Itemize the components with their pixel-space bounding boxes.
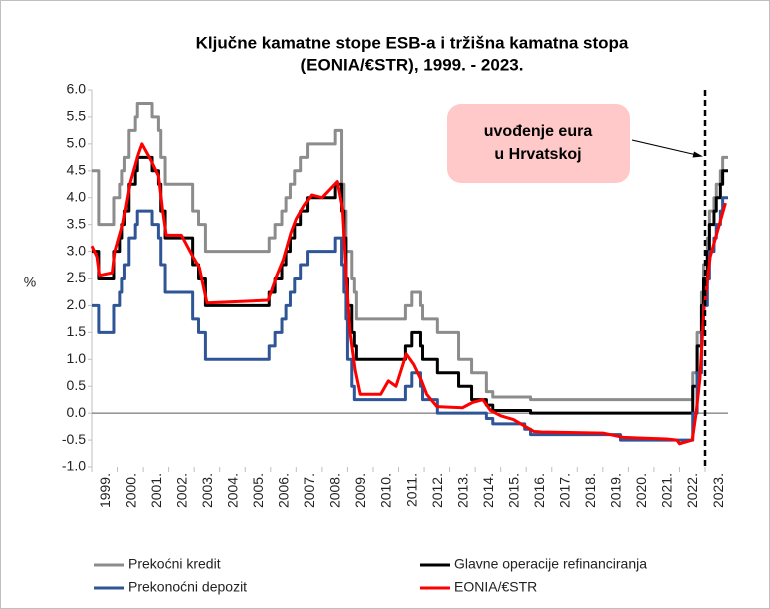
y-tick-label: 5.0 <box>67 135 87 151</box>
y-tick-label: 5.5 <box>67 108 87 124</box>
legend-label: Prekoćni kredit <box>128 556 221 572</box>
y-tick-label: 3.5 <box>67 215 87 231</box>
x-tick-label: 2016. <box>531 473 547 508</box>
x-tick-label: 2008. <box>327 473 343 508</box>
legend-label: EONIA/€STR <box>454 579 537 595</box>
x-tick-label: 2010. <box>378 473 394 508</box>
x-tick-label: 2019. <box>608 473 624 508</box>
x-tick-label: 2017. <box>557 473 573 508</box>
y-tick-label: 1.5 <box>67 323 87 339</box>
annotation-text: uvođenje eura <box>484 123 593 140</box>
annotation-box <box>447 104 630 183</box>
y-tick-label: 0.0 <box>67 404 87 420</box>
y-tick-label: -0.5 <box>62 431 86 447</box>
x-tick-label: 2011. <box>403 473 419 507</box>
y-tick-label: 3.0 <box>67 242 87 258</box>
y-tick-label: 4.0 <box>67 188 87 204</box>
x-tick-label: 2023. <box>710 473 726 508</box>
x-tick-label: 2009. <box>352 473 368 508</box>
legend-label: Glavne operacije refinanciranja <box>454 556 647 572</box>
x-tick-label: 2007. <box>301 473 317 508</box>
series-line <box>92 196 728 442</box>
chart-title: Ključne kamatne stope ESB-a i tržišna ka… <box>196 33 629 52</box>
x-tick-label: 2003. <box>199 473 215 508</box>
x-tick-label: 2018. <box>582 473 598 508</box>
y-tick-label: 4.5 <box>67 161 87 177</box>
x-tick-label: 2013. <box>454 473 470 508</box>
x-tick-label: 1999. <box>97 473 113 508</box>
x-tick-label: 2022. <box>684 473 700 508</box>
chart-title: (EONIA/€STR), 1999. - 2023. <box>301 55 524 74</box>
x-tick-label: 2006. <box>276 473 292 508</box>
annotation-text: u Hrvatskoj <box>494 146 581 163</box>
y-tick-label: 0.5 <box>67 377 87 393</box>
x-tick-label: 2015. <box>505 473 521 508</box>
x-tick-label: 2001. <box>148 473 164 508</box>
x-tick-label: 2004. <box>224 473 240 508</box>
x-tick-label: 2014. <box>480 473 496 508</box>
y-tick-label: 2.5 <box>67 269 87 285</box>
arrow-head <box>692 151 704 158</box>
y-tick-label: 2.0 <box>67 296 87 312</box>
x-tick-label: 2021. <box>659 473 675 508</box>
x-tick-label: 2012. <box>429 473 445 508</box>
y-tick-label: 6.0 <box>67 81 87 97</box>
y-axis-label: % <box>24 274 36 290</box>
y-tick-label: -1.0 <box>62 458 86 474</box>
legend-label: Prekonoćni depozit <box>128 579 247 595</box>
annotation-arrow <box>631 139 702 157</box>
y-tick-label: 1.0 <box>67 350 87 366</box>
x-tick-label: 2005. <box>250 473 266 508</box>
x-tick-label: 2020. <box>633 473 649 508</box>
x-tick-label: 2002. <box>173 473 189 508</box>
series-line <box>90 142 727 446</box>
x-tick-label: 2000. <box>122 473 138 508</box>
